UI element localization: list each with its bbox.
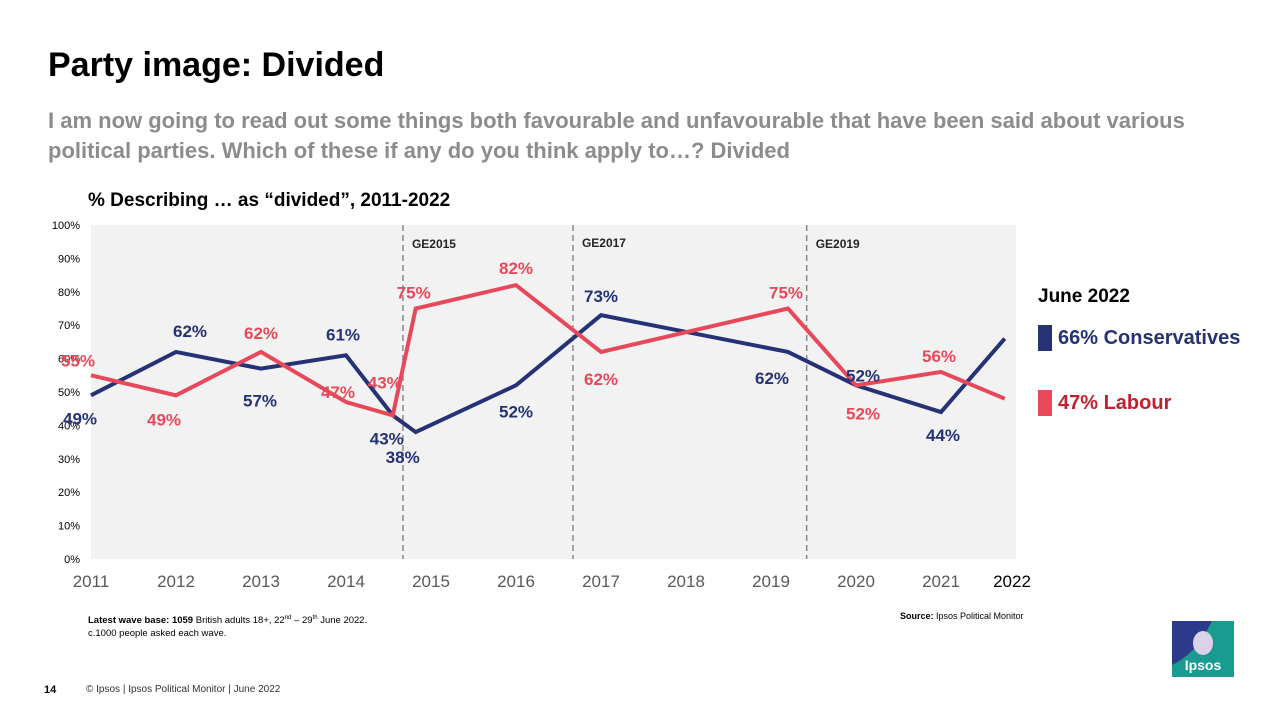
data-label-conservatives: 52%	[499, 402, 533, 421]
election-marker-label: GE2015	[412, 237, 456, 251]
labour-swatch	[1038, 390, 1052, 416]
x-tick-label: 2014	[327, 572, 365, 591]
x-tick-label: 2015	[412, 572, 450, 591]
logo-head-icon	[1193, 631, 1213, 655]
legend-item-labour: 47% Labour	[1038, 389, 1171, 417]
data-label-conservatives: 62%	[755, 369, 789, 388]
line-chart: % Describing … as “divided”, 2011-2022 0%…	[52, 190, 1031, 591]
election-marker-label: GE2019	[816, 237, 860, 251]
footnote-base-bold: Latest wave base: 1059	[88, 615, 194, 627]
y-tick-label: 100%	[52, 220, 80, 232]
x-tick-label: 2020	[837, 572, 875, 591]
x-tick-label: 2012	[157, 572, 195, 591]
ipsos-logo: Ipsos	[1172, 621, 1234, 677]
x-tick-label: 2017	[582, 572, 620, 591]
footnote-base-rest: British adults 18+, 22	[193, 615, 285, 627]
data-label-labour: 62%	[584, 370, 618, 389]
data-label-conservatives: 57%	[243, 392, 277, 411]
source-label: Source:	[900, 611, 934, 621]
x-tick-label: 2018	[667, 572, 705, 591]
y-tick-label: 30%	[58, 454, 80, 466]
footnote-base-line2: c.1000 people asked each wave.	[88, 628, 227, 640]
data-label-conservatives: 62%	[173, 322, 207, 341]
data-label-labour: 49%	[147, 410, 181, 429]
legend-label-conservatives: 66% Conservatives	[1058, 326, 1241, 349]
data-label-conservatives: 49%	[63, 409, 97, 428]
footnote-base-end: June 2022.	[317, 615, 368, 627]
data-label-conservatives: 61%	[326, 325, 360, 344]
series-line-conservatives	[90, 313, 1007, 435]
x-tick-label: 2021	[922, 572, 960, 591]
data-label-labour: 43%	[368, 373, 402, 392]
y-tick-label: 70%	[58, 320, 80, 332]
y-tick-label: 80%	[58, 287, 80, 299]
y-tick-label: 10%	[58, 521, 80, 533]
x-tick-label: 2011	[73, 572, 110, 591]
series-line-labour	[90, 282, 1006, 418]
data-label-conservatives: 38%	[386, 448, 420, 467]
data-label-labour: 62%	[244, 324, 278, 343]
y-tick-label: 90%	[58, 253, 80, 265]
footnote-sup2: th	[312, 615, 318, 621]
y-tick-label: 40%	[58, 420, 80, 432]
conservatives-swatch	[1038, 325, 1052, 351]
x-tick-label: 2016	[497, 572, 535, 591]
y-tick-label: 50%	[58, 387, 80, 399]
x-tick-label: 2013	[242, 572, 280, 591]
y-tick-label: 20%	[58, 487, 80, 499]
data-label-labour: 56%	[922, 347, 956, 366]
legend-label-labour: 47% Labour	[1058, 391, 1172, 414]
y-tick-label: 0%	[64, 554, 80, 566]
data-label-conservatives: 73%	[584, 287, 618, 306]
chart-title: % Describing … as “divided”, 2011-2022	[88, 190, 450, 211]
page-title: Party image: Divided	[48, 46, 385, 84]
election-marker-label: GE2017	[582, 236, 626, 250]
data-label-labour: 75%	[769, 284, 803, 303]
page-number: 14	[44, 684, 57, 696]
legend-item-conservatives: 66% Conservatives	[1038, 324, 1240, 352]
plot-area	[91, 225, 1016, 559]
data-label-labour: 75%	[397, 284, 431, 303]
footnote-base-mid: – 29	[291, 615, 313, 627]
data-label-labour: 55%	[61, 351, 95, 370]
footnote-sup1: nd	[284, 615, 292, 621]
legend-title: June 2022	[1038, 286, 1130, 307]
data-label-conservatives: 52%	[846, 366, 880, 385]
data-label-labour: 82%	[499, 259, 533, 278]
copyright-text: © Ipsos | Ipsos Political Monitor | June…	[86, 684, 281, 695]
x-tick-label: 2019	[752, 572, 790, 591]
source-text: Ipsos Political Monitor	[933, 611, 1024, 621]
footnote-base: Latest wave base: 1059 British adults 18…	[88, 612, 367, 640]
data-label-conservatives: 43%	[370, 429, 404, 448]
footnote-source: Source: Ipsos Political Monitor	[900, 611, 1024, 621]
data-label-labour: 47%	[321, 383, 355, 402]
data-label-conservatives: 44%	[926, 426, 960, 445]
page-subtitle: I am now going to read out some things b…	[48, 108, 1185, 163]
y-tick-label: 60%	[58, 354, 80, 366]
logo-text: Ipsos	[1185, 657, 1222, 673]
x-tick-label: 2022	[993, 572, 1031, 591]
data-label-labour: 52%	[846, 404, 880, 423]
